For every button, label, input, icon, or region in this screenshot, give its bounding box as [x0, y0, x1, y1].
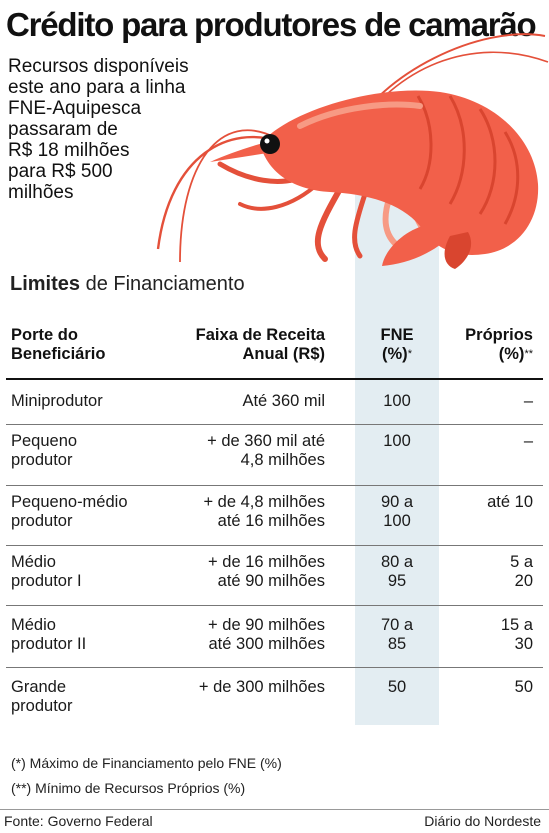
table-row: Pequeno produtor [11, 432, 78, 469]
table-row: Médio produtor I [11, 553, 82, 590]
table-cell: 80 a 95 [380, 553, 414, 590]
shrimp-illustration [156, 33, 549, 269]
row-divider [6, 424, 543, 425]
table-row: Miniprodutor [11, 392, 103, 410]
intro-line: para R$ 500 [8, 161, 113, 182]
table-cell: 5 a 20 [510, 553, 533, 590]
intro-line: R$ 18 milhões [8, 140, 130, 161]
table-cell: 100 [383, 392, 411, 410]
header-faixa: Faixa de Receita Anual (R$) [195, 326, 325, 363]
table-cell: 100 [383, 432, 411, 450]
table-cell: – [523, 432, 533, 450]
footer-divider [0, 809, 549, 810]
table-cell: 90 a 100 [380, 493, 414, 530]
intro-line: milhões [8, 182, 74, 203]
table-cell: até 10 [487, 493, 533, 511]
intro-line: Recursos disponíveis [8, 56, 189, 77]
row-divider [6, 667, 543, 668]
intro-text: Recursos disponíveis este ano para a lin… [8, 56, 238, 203]
table-row: Grande produtor [11, 678, 73, 715]
table-cell: + de 4,8 milhões até 16 milhões [203, 493, 325, 530]
table-cell: + de 300 milhões [198, 678, 325, 696]
intro-line: este ano para a linha [8, 77, 186, 98]
row-divider [6, 605, 543, 606]
table-cell: + de 360 mil até 4,8 milhões [207, 432, 325, 469]
table-cell: 70 a 85 [380, 616, 414, 653]
section-title: Limites de Financiamento [10, 273, 245, 295]
table-row: Pequeno-médio produtor [11, 493, 128, 530]
intro-line: passaram de [8, 119, 118, 140]
table-cell: – [523, 392, 533, 410]
footer-publisher: Diário do Nordeste [424, 813, 541, 829]
row-divider [6, 545, 543, 546]
table-cell: 15 a 30 [500, 616, 533, 653]
table-cell: + de 16 milhões até 90 milhões [208, 553, 325, 590]
header-rule [6, 378, 543, 380]
intro-line: FNE-Aquipesca [8, 98, 142, 119]
table-cell: 50 [514, 678, 533, 696]
table-cell: Até 360 mil [242, 392, 325, 410]
row-divider [6, 485, 543, 486]
page-title: Crédito para produtores de camarão [6, 6, 537, 43]
footnote-fne: (*) Máximo de Financiamento pelo FNE (%) [11, 755, 282, 771]
table-row: Médio produtor II [11, 616, 87, 653]
header-fne: FNE (%)* [380, 326, 414, 363]
table-cell: 50 [387, 678, 407, 696]
header-porte: Porte do Beneficiário [11, 326, 106, 363]
table-cell: + de 90 milhões até 300 milhões [208, 616, 325, 653]
footnote-proprios: (**) Mínimo de Recursos Próprios (%) [11, 780, 246, 796]
footer-source: Fonte: Governo Federal [4, 813, 153, 829]
fne-column-highlight [355, 180, 439, 725]
header-proprios: Próprios (%)** [465, 326, 533, 363]
